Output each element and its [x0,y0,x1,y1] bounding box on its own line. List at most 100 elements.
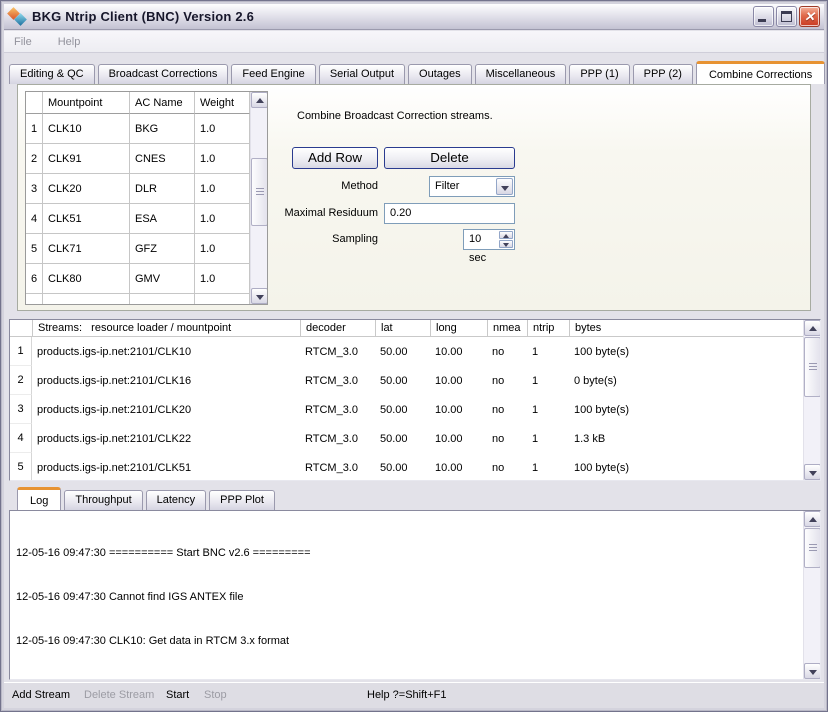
add-row-button[interactable]: Add Row [292,147,378,169]
cell-ac-name[interactable]: DLR [130,174,195,204]
tab-combine-corrections[interactable]: Combine Corrections [695,61,826,84]
combination-table[interactable]: Mountpoint AC Name Weight 1 CLK10 BKG 1.… [25,91,268,305]
streams-table[interactable]: Streams: resource loader / mountpoint de… [9,319,821,481]
scroll-down-button[interactable] [804,464,820,480]
cell-mountpoint[interactable]: products.igs-ip.net:2101/CLK20 [37,403,192,416]
cell-weight[interactable]: 1.0 [195,204,250,234]
menu-file[interactable]: File [14,35,32,48]
cell-long[interactable]: 10.00 [435,432,463,445]
row-header[interactable]: 1 [10,337,32,366]
tab-throughput[interactable]: Throughput [64,490,143,510]
cell-mountpoint[interactable]: CLK20 [43,174,130,204]
row-header[interactable]: 1 [26,114,43,144]
scroll-up-button[interactable] [251,92,267,108]
cell-bytes[interactable]: 100 byte(s) [574,345,630,358]
cell-bytes[interactable]: 1.3 kB [574,432,606,445]
tab-log[interactable]: Log [17,487,62,510]
cell-long[interactable]: 10.00 [435,403,463,416]
cell-ac-name[interactable]: GFZ [130,234,195,264]
row-header[interactable]: 3 [26,174,43,204]
delete-button[interactable]: Delete [384,147,515,169]
log-output[interactable]: 12-05-16 09:47:30 ========== Start BNC v… [9,510,821,680]
start-action[interactable]: Start [166,689,190,701]
tab-ppp-1[interactable]: PPP (1) [569,64,630,84]
tab-broadcast-corrections[interactable]: Broadcast Corrections [97,64,229,84]
cell-weight[interactable]: 1.0 [195,144,250,174]
tab-feed-engine[interactable]: Feed Engine [231,64,316,84]
table-scrollbar[interactable] [250,92,267,304]
cell-bytes[interactable]: 0 byte(s) [574,374,617,387]
tab-miscellaneous[interactable]: Miscellaneous [474,64,567,84]
tab-serial-output[interactable]: Serial Output [318,64,406,84]
cell-weight[interactable]: 1.0 [195,264,250,294]
method-dropdown[interactable]: Filter [429,176,515,197]
tab-ppp-plot[interactable]: PPP Plot [209,490,275,510]
cell-long[interactable]: 10.00 [435,345,463,358]
add-stream-action[interactable]: Add Stream [12,689,71,701]
cell-ac-name[interactable]: CNES [130,144,195,174]
log-scrollbar[interactable] [803,511,820,679]
row-header[interactable]: 3 [10,395,32,424]
dropdown-button[interactable] [496,178,513,195]
close-button[interactable]: ✕ [799,6,820,27]
col-header-weight[interactable]: Weight [195,92,250,114]
scroll-down-button[interactable] [804,663,820,679]
scroll-thumb[interactable] [804,337,820,397]
cell-bytes[interactable]: 100 byte(s) [574,461,630,474]
cell-mountpoint[interactable]: products.igs-ip.net:2101/CLK10 [37,345,192,358]
col-header-mountpoint[interactable]: Mountpoint [43,92,130,114]
empty-cell[interactable] [130,294,195,304]
row-header[interactable] [26,294,43,304]
cell-bytes[interactable]: 100 byte(s) [574,403,630,416]
cell-decoder[interactable]: RTCM_3.0 [305,461,358,474]
cell-nmea[interactable]: no [492,432,505,445]
row-header[interactable]: 6 [26,264,43,294]
cell-lat[interactable]: 50.00 [380,374,408,387]
cell-mountpoint[interactable]: CLK71 [43,234,130,264]
tab-outages[interactable]: Outages [408,64,472,84]
streams-scrollbar[interactable] [803,320,820,480]
cell-nmea[interactable]: no [492,374,505,387]
cell-ntrip[interactable]: 1 [532,345,539,358]
cell-mountpoint[interactable]: CLK91 [43,144,130,174]
cell-decoder[interactable]: RTCM_3.0 [305,403,358,416]
row-header[interactable]: 5 [10,453,32,480]
maximize-button[interactable] [776,6,797,27]
empty-cell[interactable] [195,294,250,304]
cell-mountpoint[interactable]: products.igs-ip.net:2101/CLK22 [37,432,192,445]
row-header[interactable]: 5 [26,234,43,264]
scroll-down-button[interactable] [251,288,267,304]
menu-help[interactable]: Help [57,35,81,48]
cell-nmea[interactable]: no [492,403,505,416]
residuum-input[interactable]: 0.20 [384,203,515,224]
cell-nmea[interactable]: no [492,461,505,474]
cell-mountpoint[interactable]: products.igs-ip.net:2101/CLK51 [37,461,192,474]
cell-ac-name[interactable]: BKG [130,114,195,144]
cell-ac-name[interactable]: ESA [130,204,195,234]
col-header-bytes[interactable]: bytes [569,320,803,337]
row-header[interactable]: 2 [26,144,43,174]
cell-weight[interactable]: 1.0 [195,174,250,204]
cell-lat[interactable]: 50.00 [380,461,408,474]
tab-editing-qc[interactable]: Editing & QC [9,64,95,84]
col-header-long[interactable]: long [430,320,487,337]
cell-mountpoint[interactable]: CLK10 [43,114,130,144]
tab-latency[interactable]: Latency [145,490,207,510]
col-header-lat[interactable]: lat [375,320,430,337]
cell-mountpoint[interactable]: CLK80 [43,264,130,294]
cell-mountpoint[interactable]: CLK51 [43,204,130,234]
cell-weight[interactable]: 1.0 [195,114,250,144]
spin-up-button[interactable] [499,231,513,239]
empty-cell[interactable] [43,294,130,304]
title-bar[interactable]: BKG Ntrip Client (BNC) Version 2.6 ✕ [4,4,824,30]
cell-ac-name[interactable]: GMV [130,264,195,294]
tab-ppp-2[interactable]: PPP (2) [632,64,693,84]
col-header-ac-name[interactable]: AC Name [130,92,195,114]
col-header-ntrip[interactable]: ntrip [527,320,569,337]
minimize-button[interactable] [753,6,774,27]
cell-nmea[interactable]: no [492,345,505,358]
cell-ntrip[interactable]: 1 [532,461,539,474]
spin-down-button[interactable] [499,240,513,248]
cell-decoder[interactable]: RTCM_3.0 [305,345,358,358]
cell-long[interactable]: 10.00 [435,461,463,474]
